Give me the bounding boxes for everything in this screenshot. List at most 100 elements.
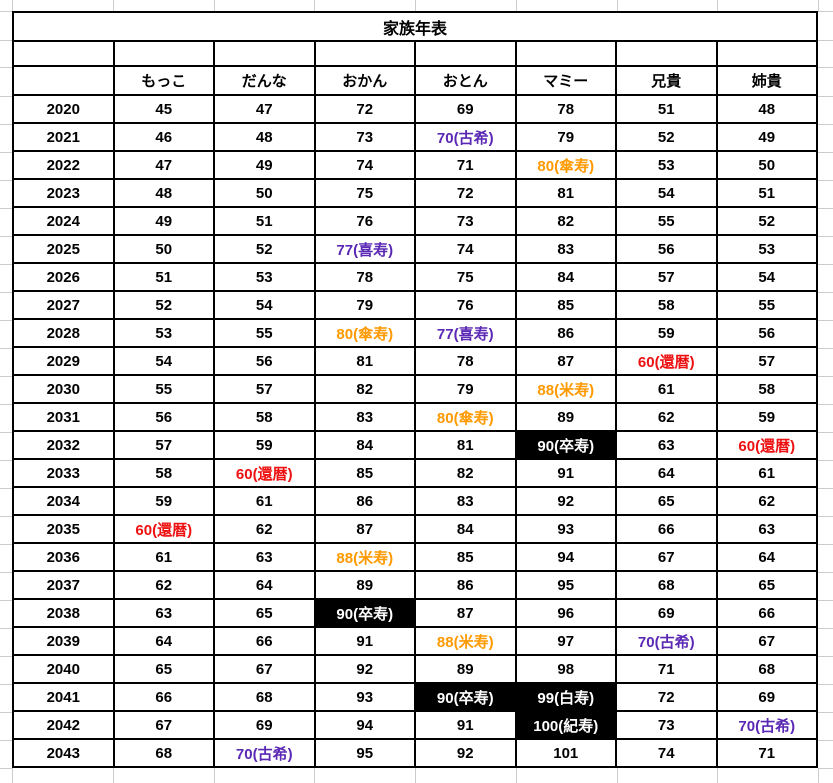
- age-cell[interactable]: 71: [615, 654, 718, 684]
- age-cell[interactable]: 88(米寿): [313, 542, 416, 572]
- age-cell[interactable]: 60(還暦): [112, 514, 215, 544]
- age-cell[interactable]: 91: [414, 710, 517, 740]
- age-cell[interactable]: 89: [414, 654, 517, 684]
- age-cell[interactable]: 55: [615, 206, 718, 236]
- age-cell[interactable]: 52: [715, 206, 818, 236]
- age-cell[interactable]: 87: [313, 514, 416, 544]
- age-cell[interactable]: 95: [313, 738, 416, 768]
- age-cell[interactable]: 80(傘寿): [514, 150, 617, 180]
- age-cell[interactable]: 83: [313, 402, 416, 432]
- age-cell[interactable]: 68: [715, 654, 818, 684]
- age-cell[interactable]: 60(還暦): [715, 430, 818, 460]
- column-header[interactable]: だんな: [213, 65, 316, 96]
- age-cell[interactable]: 94: [514, 542, 617, 572]
- age-cell[interactable]: 91: [313, 626, 416, 656]
- age-cell[interactable]: 93: [313, 682, 416, 712]
- age-cell[interactable]: 93: [514, 514, 617, 544]
- age-cell[interactable]: 54: [213, 290, 316, 320]
- age-cell[interactable]: 71: [414, 150, 517, 180]
- age-cell[interactable]: 78: [514, 94, 617, 124]
- age-cell[interactable]: 61: [213, 486, 316, 516]
- age-cell[interactable]: 90(卒寿): [313, 598, 416, 628]
- age-cell[interactable]: 67: [715, 626, 818, 656]
- year-cell[interactable]: 2032: [12, 430, 115, 460]
- year-cell[interactable]: 2024: [12, 206, 115, 236]
- age-cell[interactable]: 76: [313, 206, 416, 236]
- age-cell[interactable]: 53: [213, 262, 316, 292]
- age-cell[interactable]: 86: [313, 486, 416, 516]
- age-cell[interactable]: 59: [615, 318, 718, 348]
- age-cell[interactable]: 58: [615, 290, 718, 320]
- age-cell[interactable]: 56: [715, 318, 818, 348]
- age-cell[interactable]: 51: [213, 206, 316, 236]
- age-cell[interactable]: 84: [514, 262, 617, 292]
- age-cell[interactable]: 54: [715, 262, 818, 292]
- year-cell[interactable]: 2027: [12, 290, 115, 320]
- age-cell[interactable]: 82: [313, 374, 416, 404]
- age-cell[interactable]: 59: [213, 430, 316, 460]
- age-cell[interactable]: 85: [514, 290, 617, 320]
- column-header[interactable]: もっこ: [112, 65, 215, 96]
- age-cell[interactable]: 55: [112, 374, 215, 404]
- corner-cell[interactable]: [12, 65, 115, 96]
- year-cell[interactable]: 2033: [12, 458, 115, 488]
- age-cell[interactable]: 59: [112, 486, 215, 516]
- age-cell[interactable]: 53: [715, 234, 818, 264]
- age-cell[interactable]: 92: [414, 738, 517, 768]
- age-cell[interactable]: 66: [112, 682, 215, 712]
- year-cell[interactable]: 2031: [12, 402, 115, 432]
- age-cell[interactable]: 60(還暦): [213, 458, 316, 488]
- age-cell[interactable]: 82: [514, 206, 617, 236]
- age-cell[interactable]: 53: [112, 318, 215, 348]
- age-cell[interactable]: 65: [615, 486, 718, 516]
- age-cell[interactable]: 48: [715, 94, 818, 124]
- age-cell[interactable]: 79: [514, 122, 617, 152]
- age-cell[interactable]: 57: [213, 374, 316, 404]
- year-cell[interactable]: 2026: [12, 262, 115, 292]
- age-cell[interactable]: 67: [112, 710, 215, 740]
- age-cell[interactable]: 80(傘寿): [414, 402, 517, 432]
- age-cell[interactable]: 49: [715, 122, 818, 152]
- age-cell[interactable]: 66: [213, 626, 316, 656]
- age-cell[interactable]: 70(古希): [715, 710, 818, 740]
- age-cell[interactable]: 68: [112, 738, 215, 768]
- age-cell[interactable]: 58: [213, 402, 316, 432]
- age-cell[interactable]: 81: [414, 430, 517, 460]
- year-cell[interactable]: 2030: [12, 374, 115, 404]
- age-cell[interactable]: 69: [715, 682, 818, 712]
- age-cell[interactable]: 78: [414, 346, 517, 376]
- age-cell[interactable]: 69: [213, 710, 316, 740]
- age-cell[interactable]: 73: [615, 710, 718, 740]
- age-cell[interactable]: 73: [414, 206, 517, 236]
- age-cell[interactable]: 55: [213, 318, 316, 348]
- age-cell[interactable]: 63: [615, 430, 718, 460]
- age-cell[interactable]: 66: [615, 514, 718, 544]
- spacer-cell[interactable]: [213, 40, 316, 67]
- spacer-cell[interactable]: [12, 40, 115, 67]
- age-cell[interactable]: 63: [112, 598, 215, 628]
- age-cell[interactable]: 57: [112, 430, 215, 460]
- age-cell[interactable]: 74: [414, 234, 517, 264]
- age-cell[interactable]: 64: [213, 570, 316, 600]
- age-cell[interactable]: 55: [715, 290, 818, 320]
- age-cell[interactable]: 68: [615, 570, 718, 600]
- age-cell[interactable]: 49: [112, 206, 215, 236]
- age-cell[interactable]: 66: [715, 598, 818, 628]
- age-cell[interactable]: 75: [414, 262, 517, 292]
- age-cell[interactable]: 90(卒寿): [414, 682, 517, 712]
- age-cell[interactable]: 87: [414, 598, 517, 628]
- year-cell[interactable]: 2040: [12, 654, 115, 684]
- age-cell[interactable]: 72: [313, 94, 416, 124]
- age-cell[interactable]: 88(米寿): [514, 374, 617, 404]
- age-cell[interactable]: 69: [615, 598, 718, 628]
- column-header[interactable]: マミー: [514, 65, 617, 96]
- year-cell[interactable]: 2043: [12, 738, 115, 768]
- age-cell[interactable]: 62: [112, 570, 215, 600]
- age-cell[interactable]: 77(喜寿): [414, 318, 517, 348]
- age-cell[interactable]: 75: [313, 178, 416, 208]
- column-header[interactable]: おかん: [313, 65, 416, 96]
- age-cell[interactable]: 82: [414, 458, 517, 488]
- year-cell[interactable]: 2028: [12, 318, 115, 348]
- age-cell[interactable]: 58: [112, 458, 215, 488]
- age-cell[interactable]: 51: [715, 178, 818, 208]
